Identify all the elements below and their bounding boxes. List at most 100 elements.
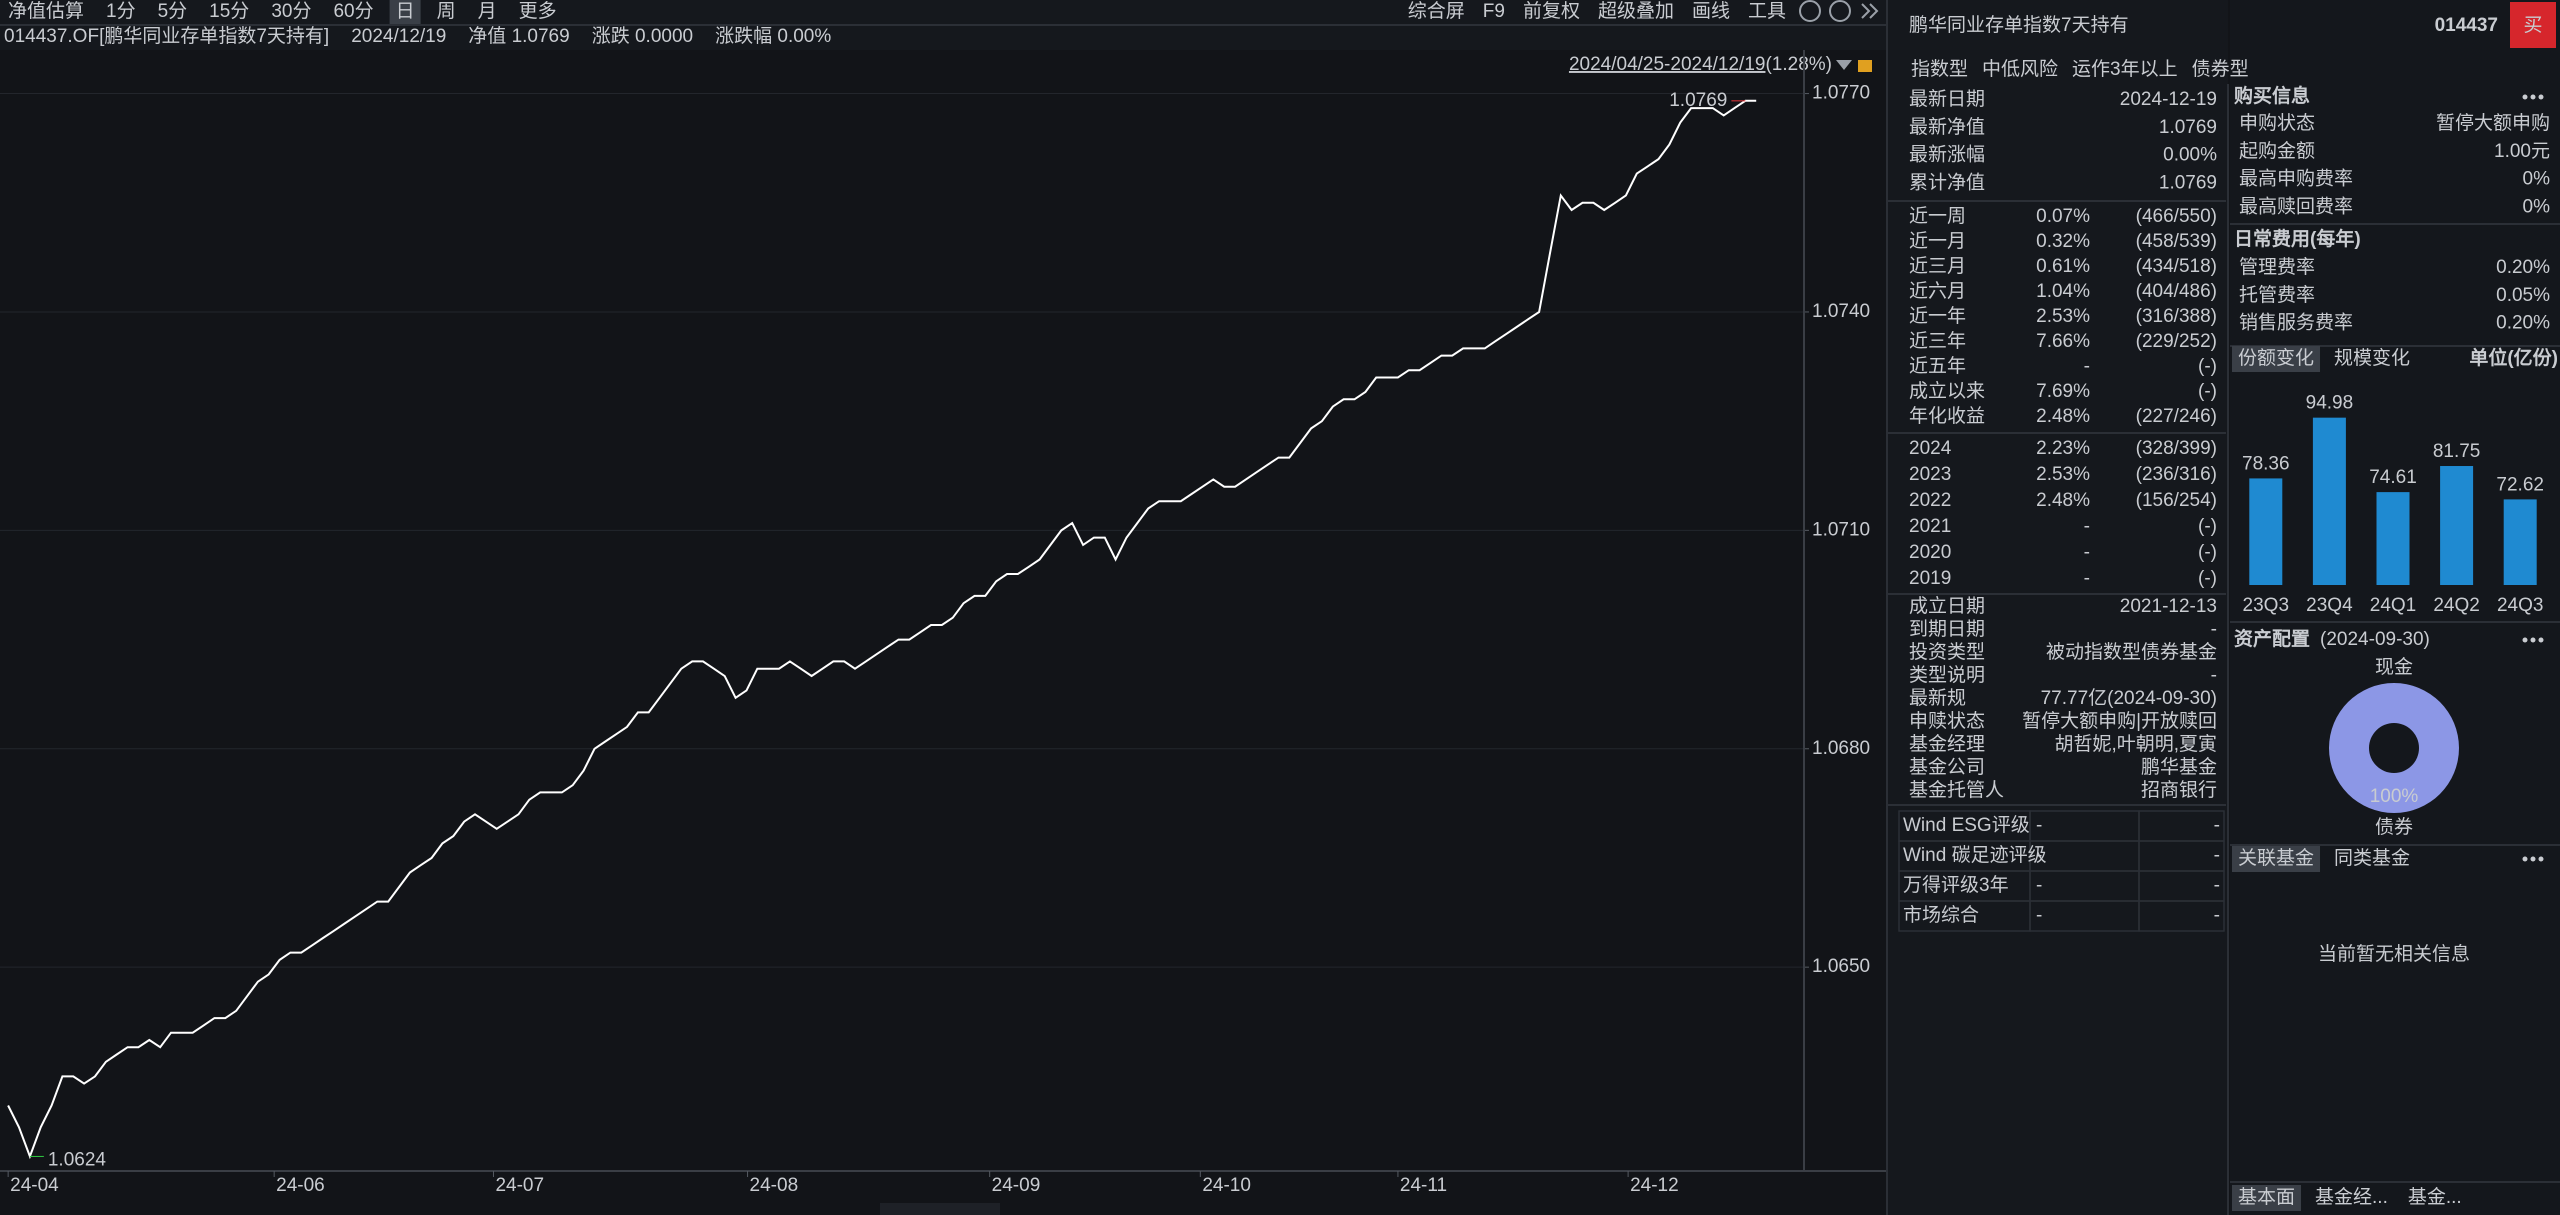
period-rank[interactable]: (328/399) [2136,438,2217,459]
period-rank[interactable]: (-) [2198,542,2217,563]
profile-label: 基金托管人 [1909,779,2004,801]
toolbar-item[interactable]: 1分 [106,0,136,22]
expand-icon[interactable] [1861,3,1871,19]
period-rank[interactable]: (466/550) [2136,206,2217,227]
nav-line [7,99,1757,1160]
toolbar-item[interactable]: 净值估算 [8,0,84,22]
fund-tag[interactable]: 指数型 [1911,58,1968,80]
period-rank[interactable]: (227/246) [2136,406,2217,427]
tab[interactable]: 基本面 [2238,1186,2295,1208]
tool-item[interactable]: F9 [1483,1,1505,22]
pie-category: 现金 [2375,656,2413,678]
period-return: 2.23% [2036,438,2090,459]
pie-value-label: 100% [2370,786,2419,807]
bar [2503,499,2537,585]
fund-tag[interactable]: 中低风险 [1982,58,2058,80]
period-label: 成立以来 [1909,380,1985,402]
bar-value-label: 74.61 [2369,467,2417,488]
help-icon[interactable] [1829,0,1851,22]
field-value: 2024-12-19 [2120,89,2217,110]
period-label: 2024 [1909,438,1952,459]
tab[interactable]: 关联基金 [2238,847,2314,869]
toolbar-item[interactable]: 15分 [209,0,249,22]
period-rank[interactable]: (229/252) [2136,331,2217,352]
tool-item[interactable]: 前复权 [1523,0,1580,22]
toolbar-active [389,0,421,24]
toolbar-item[interactable]: 周 [437,1,456,22]
profile-value[interactable]: 鹏华基金 [2141,756,2217,778]
period-return: 2.53% [2036,464,2090,485]
menu-dots[interactable] [2522,94,2528,100]
tab-active [2232,846,2321,872]
rating-value: - [2036,875,2042,896]
period-rank[interactable]: (-) [2198,356,2217,377]
bar-value-label: 94.98 [2306,393,2354,414]
rating-label: Wind ESG评级 [1903,814,2030,836]
y-tick-label: 1.0710 [1812,519,1870,540]
tool-item[interactable]: 综合屏 [1408,0,1465,22]
toolbar-item[interactable]: 更多 [519,0,557,22]
buy-button-label[interactable]: 买 [2523,15,2542,36]
range-change: (1.28%) [1765,54,1832,75]
range-dropdown[interactable] [1836,60,1852,70]
period-label: 2019 [1909,568,1951,589]
annotation: 1.0624 [48,1149,107,1170]
range-period[interactable]: 2024/04/25-2024/12/19 [1569,54,1766,75]
section-title: 购买信息 [2234,84,2310,107]
y-tick-label: 1.0650 [1812,956,1870,977]
fund-tag[interactable]: 债券型 [2192,58,2249,80]
tab[interactable]: 同类基金 [2334,847,2410,869]
period-label: 近三月 [1909,255,1966,277]
scroll-handle[interactable] [880,1203,1000,1215]
menu-dots[interactable] [2522,856,2528,862]
buy-button[interactable] [2510,2,2556,48]
tab[interactable]: 基金经... [2315,1186,2388,1208]
bar-category: 23Q3 [2243,595,2289,616]
period-rank[interactable]: (-) [2198,516,2217,537]
menu-dots[interactable] [2522,637,2528,643]
tab[interactable]: 份额变化 [2238,347,2314,369]
x-tick-label: 24-04 [10,1175,59,1196]
profile-value: 被动指数型债券基金 [2046,641,2217,663]
menu-dots [2530,94,2536,100]
asset-date: (2024-09-30) [2320,629,2430,650]
period-return: 2.53% [2036,306,2090,327]
tab-active [2232,346,2321,372]
period-return: - [2084,568,2090,589]
period-rank[interactable]: (-) [2198,568,2217,589]
settings-icon[interactable] [1799,0,1821,22]
tool-item[interactable]: 工具 [1748,1,1786,22]
rating-change: - [2214,845,2220,866]
tool-item[interactable]: 超级叠加 [1598,0,1674,22]
expand-icon[interactable] [1869,3,1879,19]
period-rank[interactable]: (236/316) [2136,464,2217,485]
profile-label: 最新规 [1909,687,1966,709]
fund-tag[interactable]: 运作3年以上 [2072,58,2178,80]
tool-item[interactable]: 画线 [1692,0,1730,22]
tab[interactable]: 基金... [2408,1186,2462,1208]
toolbar-item[interactable]: 日 [396,1,415,22]
period-label: 近五年 [1909,355,1966,377]
period-return: 0.07% [2036,206,2090,227]
section-title: 日常费用(每年) [2234,227,2361,250]
lock-icon[interactable] [1858,60,1872,72]
profile-value: 暂停大额申购|开放赎回 [2022,710,2217,732]
period-rank[interactable]: (156/254) [2136,490,2217,511]
period-rank[interactable]: (404/486) [2136,281,2217,302]
toolbar-item[interactable]: 5分 [158,0,188,22]
period-rank[interactable]: (434/518) [2136,256,2217,277]
profile-value: - [2211,665,2217,686]
profile-label: 投资类型 [1909,641,1985,663]
period-rank[interactable]: (316/388) [2136,306,2217,327]
x-tick-label: 24-10 [1202,1175,1251,1196]
tab[interactable]: 规模变化 [2334,347,2410,369]
period-return: 2.48% [2036,490,2090,511]
toolbar-item[interactable]: 30分 [271,0,311,22]
toolbar-item[interactable]: 月 [478,1,497,22]
period-rank[interactable]: (458/539) [2136,231,2217,252]
period-label: 年化收益 [1909,405,1985,427]
period-rank[interactable]: (-) [2198,381,2217,402]
toolbar-item[interactable]: 60分 [333,0,373,22]
